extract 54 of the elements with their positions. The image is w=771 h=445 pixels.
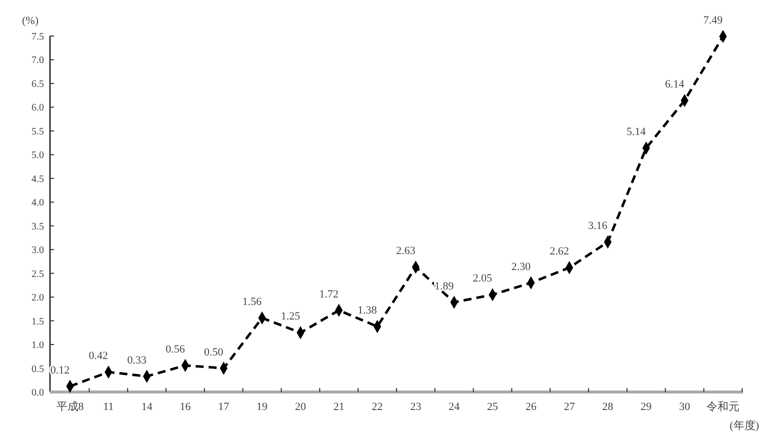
y-tick-label: 1.5 [32,316,44,328]
x-tick-label: 21 [333,401,344,413]
x-tick-label: 26 [525,401,537,413]
y-tick-label: 7.5 [32,32,44,42]
data-label: 6.14 [664,78,685,91]
x-tick-label: 平成8 [56,400,84,413]
x-tick-label: 令和元 [706,400,740,413]
x-tick-label: 27 [564,401,576,413]
data-label: 1.72 [319,288,339,300]
x-tick-label: 14 [141,401,153,413]
data-label: 7.49 [703,14,724,26]
data-label: 0.56 [166,343,186,356]
y-axis-title: (%) [22,15,39,27]
data-label: 1.38 [358,304,378,316]
x-tick-label: 30 [679,401,691,413]
data-label: 0.12 [50,364,70,376]
y-tick-label: 4.5 [32,174,44,185]
x-tick-label: 19 [256,401,268,413]
data-label: 2.30 [511,260,532,273]
data-label: 1.89 [434,280,454,292]
y-tick-label: 2.5 [32,268,44,280]
x-tick-label: 23 [410,401,422,413]
y-tick-label: 7.0 [32,55,44,66]
x-tick-label: 25 [487,401,499,413]
y-tick-label: 0.5 [32,364,44,375]
y-tick-label: 2.0 [32,292,44,304]
data-label: 0.42 [88,350,108,362]
data-label: 1.56 [242,296,262,308]
data-label: 0.33 [127,354,147,366]
data-label: 2.05 [472,272,493,285]
data-label: 1.25 [280,310,301,323]
x-tick-label: 17 [218,401,230,413]
y-tick-label: 1.0 [32,340,44,352]
x-tick-label: 11 [103,401,114,413]
y-tick-label: 3.0 [32,245,44,256]
y-tick-label: 6.5 [32,78,44,90]
data-label: 5.14 [626,126,646,138]
y-tick-label: 4.0 [32,198,44,209]
x-tick-label: 22 [372,401,383,413]
y-tick-label: 0.0 [32,388,44,398]
y-tick-label: 5.0 [32,150,44,162]
x-axis-title: (年度) [730,419,760,432]
x-tick-label: 29 [640,401,652,413]
y-tick-label: 6.0 [32,102,44,114]
data-label: 3.16 [588,220,608,232]
y-tick-label: 3.5 [32,221,44,232]
data-label: 2.62 [550,246,569,258]
x-tick-label: 28 [602,401,614,413]
data-label: 0.50 [204,346,224,358]
x-tick-label: 20 [294,401,306,413]
data-label: 2.63 [396,245,416,258]
x-tick-label: 16 [180,401,192,413]
y-tick-label: 5.5 [32,126,44,138]
x-tick-label: 24 [448,401,460,413]
